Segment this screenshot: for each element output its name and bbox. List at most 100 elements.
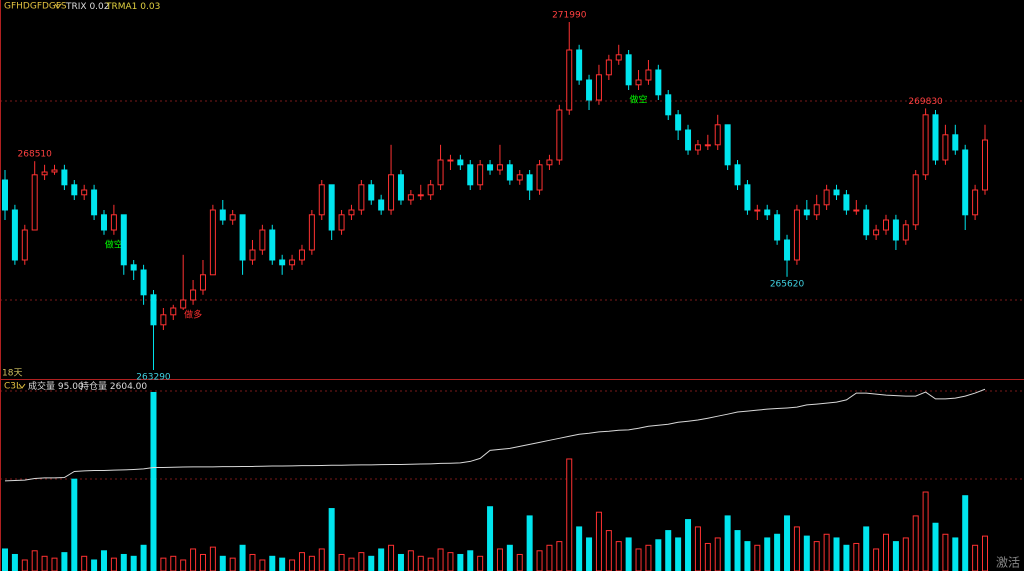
candle-body bbox=[892, 219, 899, 241]
candle-body bbox=[496, 164, 503, 171]
volume-bar bbox=[199, 553, 206, 571]
volume-bar bbox=[635, 548, 642, 571]
volume-bar bbox=[417, 555, 424, 571]
candle-body bbox=[784, 239, 791, 261]
volume-bar bbox=[407, 550, 414, 571]
volume-bar bbox=[526, 515, 533, 571]
volume-bar bbox=[239, 544, 246, 571]
volume-bar bbox=[685, 519, 692, 571]
candle-body bbox=[952, 134, 959, 151]
candle-body bbox=[506, 164, 513, 181]
candle-body bbox=[764, 209, 771, 216]
candle-body bbox=[526, 174, 533, 191]
candle-body bbox=[477, 164, 484, 186]
panel-label[interactable]: C3L bbox=[4, 382, 21, 392]
volume-bar bbox=[378, 548, 385, 571]
volume-bar bbox=[655, 539, 662, 571]
candle-body bbox=[685, 129, 692, 151]
candle-body bbox=[487, 164, 494, 171]
volume-bar bbox=[308, 555, 315, 571]
volume-bar bbox=[566, 458, 573, 571]
volume-bar bbox=[170, 555, 177, 571]
volume-label: 成交量 95.00 bbox=[28, 380, 84, 392]
volume-bar bbox=[259, 559, 266, 571]
volume-bar bbox=[437, 548, 444, 571]
candle-body bbox=[2, 179, 8, 211]
volume-bar bbox=[665, 530, 672, 571]
dropdown-caret[interactable] bbox=[18, 383, 26, 389]
indicator: TRMA1 0.03 bbox=[105, 2, 160, 12]
candle-body bbox=[199, 274, 206, 291]
volume-bar bbox=[853, 542, 860, 571]
volume-bar bbox=[734, 530, 741, 571]
candle-body bbox=[219, 209, 226, 221]
candle-body bbox=[803, 209, 810, 216]
volume-bar bbox=[774, 533, 781, 571]
candle-body bbox=[338, 214, 345, 231]
volume-bar bbox=[843, 544, 850, 571]
volume-bar bbox=[764, 537, 771, 571]
candle-body bbox=[368, 184, 375, 201]
candle-body bbox=[694, 144, 701, 151]
volume-bar bbox=[229, 557, 236, 571]
volume-bar bbox=[883, 533, 890, 571]
volume-bar bbox=[190, 548, 197, 571]
candle-body bbox=[437, 159, 444, 186]
volume-bar bbox=[61, 552, 68, 571]
candle-body bbox=[655, 69, 662, 96]
dropdown-caret[interactable] bbox=[54, 3, 62, 9]
candle-body bbox=[625, 54, 632, 86]
volume-bar bbox=[863, 526, 870, 571]
candle-body bbox=[665, 94, 672, 116]
volume-bar bbox=[447, 552, 454, 571]
candle-body bbox=[289, 259, 296, 266]
candle-body bbox=[942, 134, 949, 161]
candle-body bbox=[140, 269, 147, 296]
candle-body bbox=[546, 159, 553, 166]
candle-body bbox=[704, 144, 711, 147]
volume-bar bbox=[694, 526, 701, 571]
candle-body bbox=[863, 209, 870, 236]
candle-body bbox=[388, 174, 395, 211]
volume-bar bbox=[219, 555, 226, 571]
candle-body bbox=[912, 174, 919, 226]
high-label: 268510 bbox=[18, 150, 53, 160]
candle-body bbox=[714, 124, 721, 146]
candle-body bbox=[239, 214, 246, 261]
period-label: 18天 bbox=[2, 369, 22, 379]
volume-bar bbox=[91, 559, 98, 571]
volume-bar bbox=[51, 557, 58, 571]
volume-bar bbox=[952, 537, 959, 571]
candle-body bbox=[378, 199, 385, 211]
candle-body bbox=[724, 124, 731, 166]
candle-body bbox=[902, 224, 909, 241]
volume-bar bbox=[160, 557, 167, 571]
volume-bar bbox=[784, 515, 791, 571]
volume-bar bbox=[140, 544, 147, 571]
candle-body bbox=[813, 204, 820, 216]
volume-bar bbox=[31, 550, 38, 571]
candle-body bbox=[734, 164, 741, 186]
candle-body bbox=[81, 189, 88, 196]
candle-body bbox=[922, 114, 929, 176]
candle-body bbox=[308, 214, 315, 251]
high-label: 271990 bbox=[552, 11, 587, 21]
volume-bar bbox=[962, 495, 969, 571]
volume-bar bbox=[724, 515, 731, 571]
candle-body bbox=[229, 214, 236, 221]
candle-body bbox=[110, 214, 117, 231]
volume-bar bbox=[942, 533, 949, 571]
candle-body bbox=[397, 174, 404, 201]
candle-body bbox=[249, 249, 256, 261]
candle-body bbox=[853, 209, 860, 212]
volume-bar bbox=[348, 557, 355, 571]
candle-body bbox=[793, 209, 800, 261]
volume-bar bbox=[922, 491, 929, 571]
volume-bar bbox=[615, 541, 622, 571]
volume-bar bbox=[813, 541, 820, 571]
symbol[interactable]: GFHDGFDGFS bbox=[4, 2, 67, 12]
candle-body bbox=[635, 79, 642, 86]
candle-body bbox=[269, 229, 276, 261]
status-text[interactable]: 激活 bbox=[996, 556, 1020, 570]
volume-bar bbox=[982, 535, 988, 571]
